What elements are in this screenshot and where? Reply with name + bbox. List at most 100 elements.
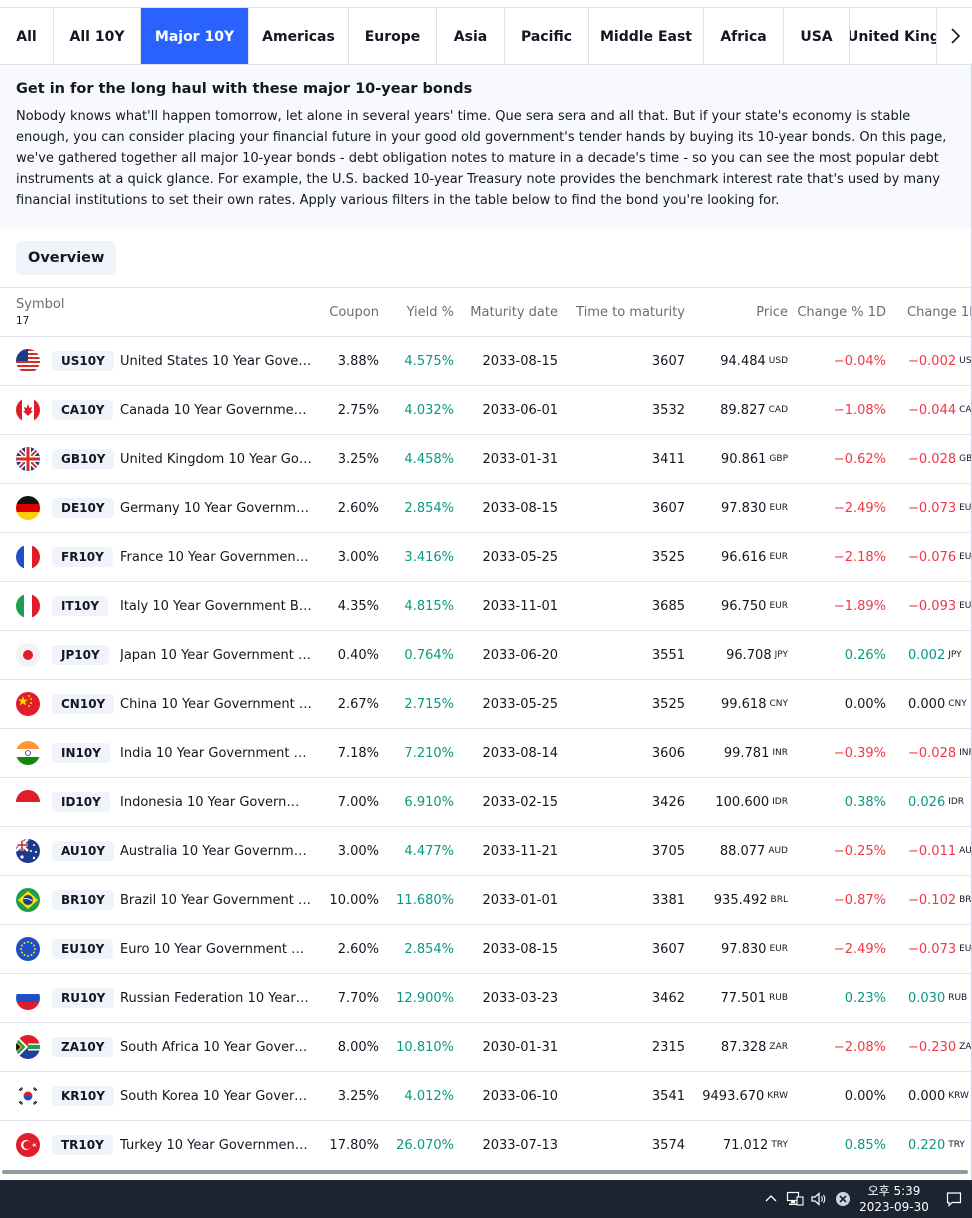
column-coupon[interactable]: Coupon	[329, 305, 379, 320]
price-currency: EUR	[769, 944, 788, 954]
ticker-badge[interactable]: AU10Y	[52, 827, 115, 875]
bond-name-link[interactable]: South Korea 10 Year Government Bonds Yie…	[120, 1088, 312, 1104]
tab-africa[interactable]: Africa	[704, 8, 784, 64]
table-row[interactable]: IN10Y India 10 Year Government Bonds Yiel…	[0, 729, 972, 778]
change-currency: CNY	[948, 699, 967, 709]
bond-name-link[interactable]: India 10 Year Government Bonds Yield	[120, 745, 312, 761]
ticker-badge[interactable]: DE10Y	[52, 484, 114, 532]
bond-name-link[interactable]: Japan 10 Year Government Bonds Yield	[120, 647, 312, 663]
table-row[interactable]: FR10Y France 10 Year Government Bonds Yie…	[0, 533, 972, 582]
bond-name-link[interactable]: Brazil 10 Year Government Bonds Yield	[120, 892, 312, 908]
coupon-value: 2.67%	[337, 696, 379, 712]
price-value: 100.600 IDR	[715, 794, 788, 810]
bond-name-link[interactable]: United States 10 Year Government Bonds Y…	[120, 353, 312, 369]
tab-europe[interactable]: Europe	[349, 8, 437, 64]
chevron-up-icon[interactable]	[762, 1190, 780, 1208]
tab-asia[interactable]: Asia	[437, 8, 505, 64]
bond-name-link[interactable]: United Kingdom 10 Year Government Bonds …	[120, 451, 312, 467]
volume-icon[interactable]	[810, 1190, 828, 1208]
ticker-badge[interactable]: JP10Y	[52, 631, 109, 679]
bond-name-link[interactable]: Indonesia 10 Year Government Bonds Yield	[120, 794, 312, 810]
clock[interactable]: 오후 5:39 2023-09-30	[856, 1183, 932, 1215]
table-row[interactable]: CA10Y Canada 10 Year Government Bonds Yie…	[0, 386, 972, 435]
ticker-badge[interactable]: RU10Y	[52, 974, 115, 1022]
horizontal-scrollbar[interactable]	[0, 1168, 972, 1178]
change-value: 0.030 RUB	[908, 990, 968, 1006]
change-currency: EUR	[959, 601, 972, 611]
column-time-to-maturity[interactable]: Time to maturity	[576, 305, 685, 320]
table-row[interactable]: DE10Y Germany 10 Year Government Bonds Yi…	[0, 484, 972, 533]
column-yield[interactable]: Yield %	[406, 305, 454, 320]
bond-name-link[interactable]: Australia 10 Year Government Bonds Yield	[120, 843, 312, 859]
column-maturity[interactable]: Maturity date	[470, 305, 558, 320]
coupon-value: 17.80%	[329, 1137, 379, 1153]
bond-name-link[interactable]: Euro 10 Year Government Bonds Yield	[120, 941, 312, 957]
table-row[interactable]: AU10Y Australia 10 Year Government Bonds …	[0, 827, 972, 876]
table-row[interactable]: GB10Y United Kingdom 10 Year Government B…	[0, 435, 972, 484]
bond-name-link[interactable]: Russian Federation 10 Year Government Bo…	[120, 990, 312, 1006]
tabs-scroll-right-button[interactable]	[936, 8, 972, 63]
maturity-date-value: 2033-08-14	[482, 745, 558, 761]
ticker-badge[interactable]: CN10Y	[52, 680, 115, 728]
network-icon[interactable]	[786, 1190, 804, 1208]
table-row[interactable]: EU10Y Euro 10 Year Government Bonds Yield…	[0, 925, 972, 974]
change-value: 0.000 CNY	[908, 696, 967, 712]
ticker-badge[interactable]: IT10Y	[52, 582, 109, 630]
taskbar: 오후 5:39 2023-09-30	[0, 1180, 972, 1218]
tab-pacific[interactable]: Pacific	[505, 8, 589, 64]
price-value: 97.830 EUR	[720, 941, 788, 957]
time-to-maturity-value: 3411	[651, 451, 685, 467]
ticker-badge[interactable]: IN10Y	[52, 729, 110, 777]
bond-name-link[interactable]: China 10 Year Government Bonds Yield	[120, 696, 312, 712]
tab-all[interactable]: All	[0, 8, 54, 64]
table-row[interactable]: KR10Y South Korea 10 Year Government Bond…	[0, 1072, 972, 1121]
ticker-badge[interactable]: GB10Y	[52, 435, 115, 483]
table-row[interactable]: US10Y United States 10 Year Government Bo…	[0, 337, 972, 386]
ticker-badge[interactable]: ZA10Y	[52, 1023, 114, 1071]
tab-major-10y[interactable]: Major 10Y	[141, 8, 249, 64]
ticker-badge[interactable]: EU10Y	[52, 925, 114, 973]
tab-americas[interactable]: Americas	[249, 8, 349, 64]
column-change-pct[interactable]: Change % 1D	[797, 305, 886, 320]
country-flag-icon	[16, 1023, 40, 1071]
tab-middle-east[interactable]: Middle East	[589, 8, 704, 64]
table-row[interactable]: JP10Y Japan 10 Year Government Bonds Yiel…	[0, 631, 972, 680]
intro-title: Get in for the long haul with these majo…	[16, 81, 473, 97]
notification-icon[interactable]	[945, 1190, 963, 1208]
table-row[interactable]: IT10Y Italy 10 Year Government Bonds Yiel…	[0, 582, 972, 631]
table-row[interactable]: ZA10Y South Africa 10 Year Government Bon…	[0, 1023, 972, 1072]
ticker-badge[interactable]: FR10Y	[52, 533, 113, 581]
ticker-badge[interactable]: KR10Y	[52, 1072, 114, 1120]
change-currency: EUR	[959, 503, 972, 513]
maturity-date-value: 2033-05-25	[482, 696, 558, 712]
column-change[interactable]: Change 1D	[907, 305, 972, 320]
change-currency: RUB	[948, 993, 968, 1003]
scrollbar-thumb[interactable]	[2, 1170, 968, 1174]
table-row[interactable]: ID10Y Indonesia 10 Year Government Bonds …	[0, 778, 972, 827]
ticker-badge[interactable]: BR10Y	[52, 876, 114, 924]
ticker-badge[interactable]: US10Y	[52, 337, 114, 385]
table-row[interactable]: CN10Y China 10 Year Government Bonds Yiel…	[0, 680, 972, 729]
bond-name-link[interactable]: South Africa 10 Year Government Bonds Yi…	[120, 1039, 312, 1055]
ticker-badge[interactable]: ID10Y	[52, 778, 110, 826]
ticker-badge[interactable]: TR10Y	[52, 1121, 113, 1169]
table-row[interactable]: TR10Y Turkey 10 Year Government Bonds Yie…	[0, 1121, 972, 1170]
overview-button[interactable]: Overview	[16, 241, 117, 275]
tab-usa[interactable]: USA	[784, 8, 850, 64]
column-price[interactable]: Price	[756, 305, 788, 320]
country-flag-icon	[16, 386, 40, 434]
maturity-date-value: 2033-08-15	[482, 941, 558, 957]
bond-name-link[interactable]: Germany 10 Year Government Bonds Yield	[120, 500, 312, 516]
change-pct-value: −0.87%	[833, 892, 886, 908]
table-row[interactable]: RU10Y Russian Federation 10 Year Governme…	[0, 974, 972, 1023]
tab-all-10y[interactable]: All 10Y	[54, 8, 141, 64]
ticker-badge[interactable]: CA10Y	[52, 386, 114, 434]
bond-name-link[interactable]: France 10 Year Government Bonds Yield	[120, 549, 312, 565]
bond-name-link[interactable]: Canada 10 Year Government Bonds Yield	[120, 402, 312, 418]
close-circle-icon[interactable]	[834, 1190, 852, 1208]
table-row[interactable]: BR10Y Brazil 10 Year Government Bonds Yie…	[0, 876, 972, 925]
column-symbol[interactable]: Symbol	[16, 297, 65, 312]
change-pct-value: −1.08%	[833, 402, 886, 418]
bond-name-link[interactable]: Turkey 10 Year Government Bonds Yield	[120, 1137, 312, 1153]
bond-name-link[interactable]: Italy 10 Year Government Bonds Yield	[120, 598, 312, 614]
